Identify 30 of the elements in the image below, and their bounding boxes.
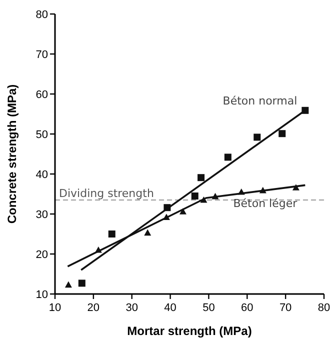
point xyxy=(198,174,205,182)
point xyxy=(78,280,86,287)
x-tick-label: 30 xyxy=(126,302,138,314)
point xyxy=(254,134,261,141)
y-tick-label: 40 xyxy=(36,169,48,181)
point xyxy=(64,281,72,288)
series-label: Béton léger xyxy=(233,197,298,210)
ref-line-label: Dividing strength xyxy=(59,187,154,200)
point xyxy=(278,130,286,138)
y-tick-label: 60 xyxy=(36,89,48,101)
y-tick-label: 10 xyxy=(36,289,48,301)
x-tick-label: 60 xyxy=(241,302,254,314)
x-tick-label: 40 xyxy=(164,302,176,314)
x-tick-label: 80 xyxy=(318,302,330,314)
point xyxy=(144,229,152,236)
x-tick-label: 20 xyxy=(87,302,100,314)
y-axis-title: Concrete strength (MPa) xyxy=(5,84,19,224)
y-tick-label: 70 xyxy=(36,49,48,61)
x-axis-title: Mortar strength (MPa) xyxy=(127,324,252,338)
x-tick-label: 50 xyxy=(202,302,215,314)
x-tick-label: 10 xyxy=(48,302,62,314)
y-tick-label: 30 xyxy=(36,209,48,221)
x-tick-label: 70 xyxy=(279,302,292,314)
point xyxy=(108,230,116,238)
y-tick-label: 50 xyxy=(36,129,48,141)
point xyxy=(224,154,232,161)
y-tick-label: 80 xyxy=(36,9,48,21)
series-label: Béton normal xyxy=(222,94,298,108)
point xyxy=(191,192,198,200)
y-tick-label: 20 xyxy=(36,249,48,261)
